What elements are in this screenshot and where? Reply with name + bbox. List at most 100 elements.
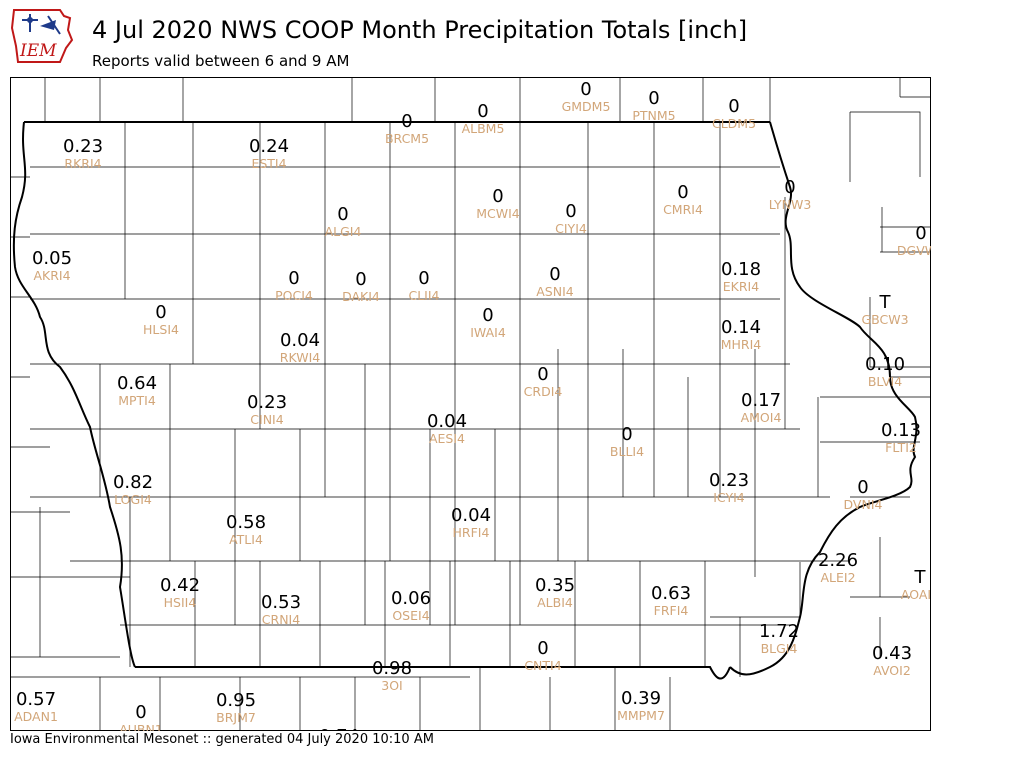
station-value: 0.63 bbox=[651, 583, 691, 604]
station-id: CRNI4 bbox=[262, 612, 300, 627]
map-subtitle: Reports valid between 6 and 9 AM bbox=[92, 52, 350, 70]
station-value: 0 bbox=[492, 186, 503, 207]
station-value: 0.10 bbox=[865, 354, 905, 375]
station-id: RKWI4 bbox=[280, 350, 320, 365]
station-value: 0 bbox=[537, 638, 548, 659]
station-id: EKRI4 bbox=[723, 279, 759, 294]
station-id: CRDI4 bbox=[524, 384, 563, 399]
station-id: MHRI4 bbox=[721, 337, 762, 352]
station-id: CLII4 bbox=[408, 288, 439, 303]
station-id: BLGI4 bbox=[761, 641, 798, 656]
station-id: FRFI4 bbox=[654, 603, 689, 618]
station-id: ALGI4 bbox=[325, 224, 362, 239]
station-id: 3OI bbox=[381, 678, 402, 693]
station-id: CIYI4 bbox=[555, 221, 587, 236]
station-value: 0.82 bbox=[113, 472, 153, 493]
station-value: 0.74 bbox=[319, 726, 359, 731]
station-id: BLLI4 bbox=[610, 444, 644, 459]
station-id: PTNM5 bbox=[632, 108, 675, 123]
station-value: 0 bbox=[401, 111, 412, 132]
station-value: 0 bbox=[580, 79, 591, 100]
station-value: 0 bbox=[418, 268, 429, 289]
station-value: 1.72 bbox=[759, 621, 799, 642]
station-id: POCI4 bbox=[275, 288, 313, 303]
station-value: 0 bbox=[482, 305, 493, 326]
station-aoai2: AOAI2T bbox=[901, 567, 931, 602]
station-value: 0.42 bbox=[160, 575, 200, 596]
iem-logo: IEM bbox=[10, 9, 74, 63]
station-id: RKRI4 bbox=[64, 156, 101, 171]
station-id: AVOI2 bbox=[873, 663, 911, 678]
station-value: 0.39 bbox=[621, 688, 661, 709]
station-id: AUBN1 bbox=[119, 722, 163, 731]
station-value: 0.98 bbox=[372, 658, 412, 679]
station-value: 0 bbox=[477, 101, 488, 122]
station-id: MCWI4 bbox=[476, 206, 520, 221]
station-value: 0.04 bbox=[451, 505, 491, 526]
station-id: OSEI4 bbox=[392, 608, 429, 623]
county-boundaries bbox=[10, 77, 931, 731]
station-value: 0.24 bbox=[249, 136, 289, 157]
station-id: BRCM5 bbox=[385, 131, 429, 146]
station-id: ADAN1 bbox=[14, 709, 58, 724]
station-id: AKRI4 bbox=[33, 268, 70, 283]
station-value: 0 bbox=[355, 269, 366, 290]
svg-text:IEM: IEM bbox=[19, 41, 57, 61]
station-value: 0.57 bbox=[16, 689, 56, 710]
map-frame bbox=[10, 77, 931, 731]
station-id: LOGI4 bbox=[114, 492, 152, 507]
station-value: 0.53 bbox=[261, 592, 301, 613]
station-value: T bbox=[879, 292, 892, 313]
station-id: CMRI4 bbox=[663, 202, 703, 217]
station-id: ICYI4 bbox=[713, 490, 745, 505]
station-id: BLVI4 bbox=[868, 374, 902, 389]
station-id: ALBM5 bbox=[462, 121, 505, 136]
station-id: GMDM5 bbox=[562, 99, 611, 114]
station-value: 0 bbox=[565, 201, 576, 222]
station-value: 0 bbox=[135, 702, 146, 723]
station-value: 0 bbox=[648, 88, 659, 109]
map-title: 4 Jul 2020 NWS COOP Month Precipitation … bbox=[92, 16, 748, 44]
station-value: T bbox=[914, 567, 927, 588]
station-dgvw3: DGVW30 bbox=[897, 223, 931, 258]
station-id: HRFI4 bbox=[453, 525, 490, 540]
station-id: MMPM7 bbox=[617, 708, 665, 723]
station-value: 0.64 bbox=[117, 373, 157, 394]
station-value: 0.18 bbox=[721, 259, 761, 280]
station-id: GBCW3 bbox=[861, 312, 908, 327]
station-value: 0.58 bbox=[226, 512, 266, 533]
